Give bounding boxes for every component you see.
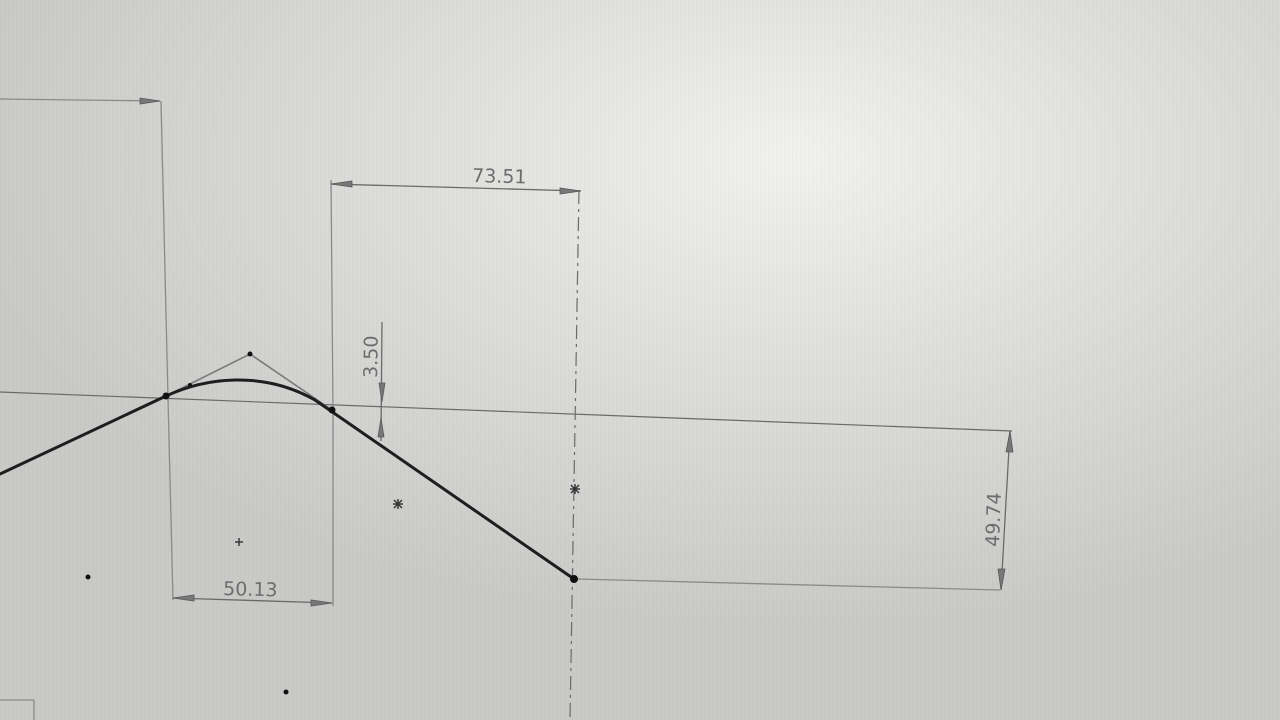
marker-star-2 [570, 484, 580, 494]
dim-73-line [330, 183, 582, 192]
dim-73-arrow-left [330, 180, 353, 188]
marker-plus-center [235, 538, 243, 546]
top-left-extension [0, 98, 161, 102]
dim-350-label[interactable]: 3.50 [360, 335, 383, 378]
dim-50-arrow-right [310, 599, 333, 607]
dim-350-arrow-bottom [377, 417, 385, 438]
sketch-line-right[interactable] [313, 398, 576, 581]
dim-49-label[interactable]: 49.74 [982, 492, 1006, 547]
marker-star-1 [393, 499, 403, 509]
dim-50-label[interactable]: 50.13 [223, 578, 278, 601]
sketch-arc[interactable] [164, 378, 317, 402]
left-vertical-line [160, 100, 169, 399]
dim-50-ext-left [167, 397, 174, 601]
dim-49-line [1000, 430, 1011, 591]
dim-73-arrow-right [559, 187, 582, 195]
dim-350-arrow-top [378, 382, 386, 403]
dim-73-ext-left [330, 179, 334, 413]
marker-dot-2 [283, 689, 289, 695]
dim-50-line [172, 597, 333, 604]
dim-49-arrow-top [1005, 430, 1014, 453]
endpoint-left[interactable] [162, 392, 170, 400]
vertical-centerline [569, 189, 580, 720]
dim-49-arrow-bottom [997, 568, 1006, 591]
endpoint-arc-tangent[interactable] [328, 406, 336, 414]
dim-73-label[interactable]: 73.51 [472, 165, 527, 188]
sketch-line-left[interactable] [0, 394, 168, 476]
tangent-point-small [188, 383, 192, 387]
horizontal-axis [0, 391, 1013, 432]
marker-dot-1 [85, 574, 91, 580]
top-left-arrow [139, 97, 161, 105]
dim-50-arrow-left [172, 594, 195, 602]
construction-apex-point[interactable] [247, 351, 253, 357]
dim-49-ext-bottom [576, 578, 1001, 591]
endpoint-bottom[interactable] [570, 575, 578, 583]
